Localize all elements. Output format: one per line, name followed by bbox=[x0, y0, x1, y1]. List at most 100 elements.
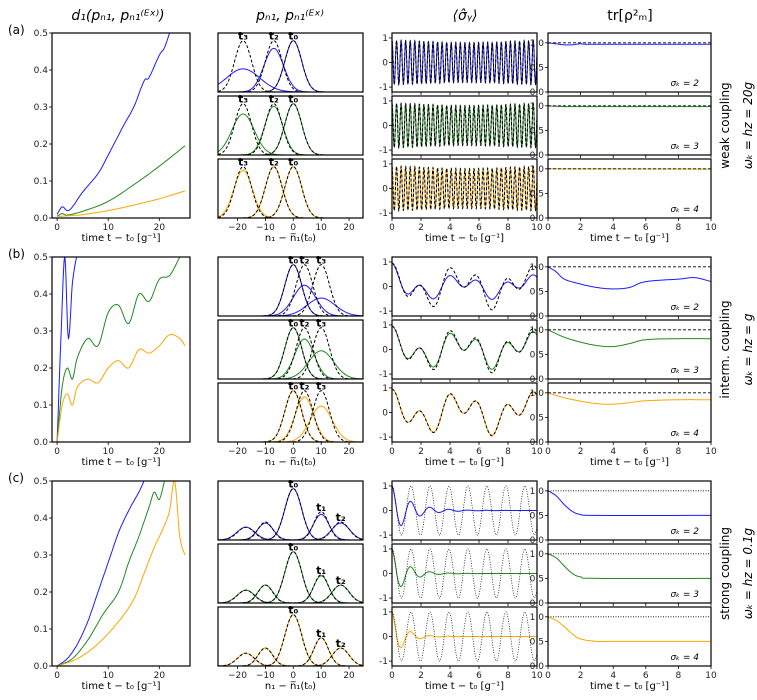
plot-area bbox=[218, 327, 363, 379]
d1-line-green bbox=[56, 257, 181, 442]
x-tick-label: 0 bbox=[389, 671, 395, 681]
distribution-axes: −20 −10 0 10 20 t₀ t₂ t₃ bbox=[217, 380, 364, 457]
y-tick-label: 1.0 bbox=[530, 263, 545, 273]
x-tick-label: 10 bbox=[531, 671, 543, 681]
distribution-exact bbox=[218, 390, 363, 442]
distribution-exact bbox=[218, 521, 363, 540]
y-tick-label: 0.5 bbox=[530, 350, 544, 360]
y-tick-label: 0 bbox=[382, 633, 388, 643]
plot-area bbox=[548, 553, 711, 579]
title-sigma-y: ⟨σ̂ᵧ⟩ bbox=[452, 8, 477, 24]
plot-area bbox=[392, 485, 537, 536]
x-tick-label: 4 bbox=[447, 223, 453, 233]
distribution-exact bbox=[218, 40, 363, 92]
distribution-exact bbox=[218, 647, 363, 666]
sigma-k-label: σₖ = 3 bbox=[670, 366, 699, 376]
sigma-k-label: σₖ = 4 bbox=[670, 653, 699, 663]
distribution-exact bbox=[218, 637, 363, 666]
y-tick-label: 0.0 bbox=[34, 662, 49, 672]
x-tick-label: 10 bbox=[705, 447, 717, 457]
sigma-y-axes: -1 0 1 bbox=[379, 543, 538, 606]
peak-time-label: t₃ bbox=[238, 30, 248, 43]
x-tick-label: 8 bbox=[505, 223, 511, 233]
y-tick-label: 0 bbox=[382, 185, 388, 195]
y-tick-label: 0.5 bbox=[530, 637, 544, 647]
d1-axes: 0 10 20 0.0 0.1 0.2 0.3 0.4 0.5 bbox=[34, 29, 191, 233]
d1-line-orange bbox=[56, 481, 186, 666]
plot-area bbox=[392, 548, 537, 599]
x-tick-label: 8 bbox=[676, 671, 682, 681]
x-tick-label: 2 bbox=[578, 447, 584, 457]
title-distribution: pₙ₁, pₙ₁⁽ᴱˣ⁾ bbox=[255, 8, 324, 24]
panel-label-b: (b) bbox=[8, 247, 25, 261]
distribution-orange bbox=[218, 396, 363, 442]
sigma-k-label: σₖ = 3 bbox=[670, 590, 699, 600]
distribution-exact bbox=[218, 526, 363, 540]
axes-frame bbox=[547, 256, 712, 317]
x-tick-label: 0 bbox=[54, 447, 60, 457]
y-tick-label: 1.0 bbox=[530, 102, 545, 112]
purity-blue bbox=[548, 42, 711, 46]
peak-time-label: t₀ bbox=[288, 254, 298, 267]
sigma-y-green bbox=[392, 325, 537, 370]
y-tick-label: -1 bbox=[379, 594, 388, 604]
purity-green bbox=[548, 329, 711, 348]
distribution-exact bbox=[218, 652, 363, 666]
sigma-y-green bbox=[392, 548, 537, 587]
distribution-green bbox=[218, 113, 363, 155]
plot-area bbox=[392, 38, 537, 87]
y-tick-label: -1 bbox=[379, 83, 388, 93]
y-tick-label: 0 bbox=[382, 507, 388, 517]
y-tick-label: 1 bbox=[382, 321, 388, 331]
y-tick-label: 0.0 bbox=[530, 536, 545, 546]
distribution-blue bbox=[218, 526, 363, 540]
sigma-k-label: σₖ = 4 bbox=[670, 429, 699, 439]
distribution-exact bbox=[218, 264, 363, 316]
y-tick-label: 0.4 bbox=[34, 514, 49, 524]
peak-time-label: t₀ bbox=[288, 380, 298, 393]
y-tick-label: -1 bbox=[379, 146, 388, 156]
distribution-exact bbox=[218, 511, 363, 540]
y-tick-label: 0.0 bbox=[530, 88, 545, 98]
sigma-y-exact bbox=[392, 164, 537, 213]
x-tick-label: 20 bbox=[343, 447, 355, 457]
peak-time-label: t₃ bbox=[238, 156, 248, 169]
y-tick-label: -1 bbox=[379, 433, 388, 443]
x-tick-label: 0 bbox=[545, 447, 551, 457]
y-tick-label: 1.0 bbox=[530, 165, 545, 175]
x-tick-label: 2 bbox=[418, 223, 424, 233]
axes-frame bbox=[391, 158, 538, 219]
distribution-exact bbox=[218, 166, 363, 218]
distribution-orange bbox=[218, 169, 363, 218]
axes-frame bbox=[217, 256, 364, 317]
x-tick-label: 20 bbox=[154, 671, 166, 681]
y-tick-label: 0.1 bbox=[34, 401, 48, 411]
peak-time-label: t₁ bbox=[316, 564, 326, 577]
plot-area bbox=[548, 266, 711, 290]
x-tick-label: 6 bbox=[643, 671, 649, 681]
y-tick-label: 0.4 bbox=[34, 290, 49, 300]
y-tick-label: 0.3 bbox=[34, 103, 48, 113]
y-tick-label: -1 bbox=[379, 531, 388, 541]
axes-frame bbox=[547, 158, 712, 219]
x-tick-label: 10 bbox=[531, 223, 543, 233]
x-axis-label: time t − t₀ [g⁻¹] bbox=[82, 233, 161, 244]
sigma-y-exact bbox=[392, 262, 537, 311]
purity-axes: 0 2 4 6 8 100.00.51.0σₖ = 4 bbox=[530, 382, 717, 457]
axes-frame bbox=[547, 382, 712, 443]
peak-time-label: t₃ bbox=[316, 254, 326, 267]
sigma-y-axes: -1 0 1 bbox=[379, 256, 538, 319]
y-tick-label: 1 bbox=[382, 34, 388, 44]
plot-area bbox=[392, 262, 537, 311]
x-axis-label: time t − t₀ [g⁻¹] bbox=[590, 233, 669, 244]
d1-line-blue bbox=[56, 33, 171, 215]
axes-frame bbox=[217, 95, 364, 156]
y-tick-label: -1 bbox=[379, 370, 388, 380]
distribution-exact bbox=[218, 584, 363, 603]
purity-axes: 0 2 4 6 8 100.00.51.0σₖ = 4 bbox=[530, 158, 717, 233]
distribution-exact bbox=[218, 103, 363, 155]
plot-area bbox=[392, 611, 537, 662]
y-tick-label: 0.5 bbox=[530, 63, 544, 73]
x-tick-label: 2 bbox=[418, 447, 424, 457]
